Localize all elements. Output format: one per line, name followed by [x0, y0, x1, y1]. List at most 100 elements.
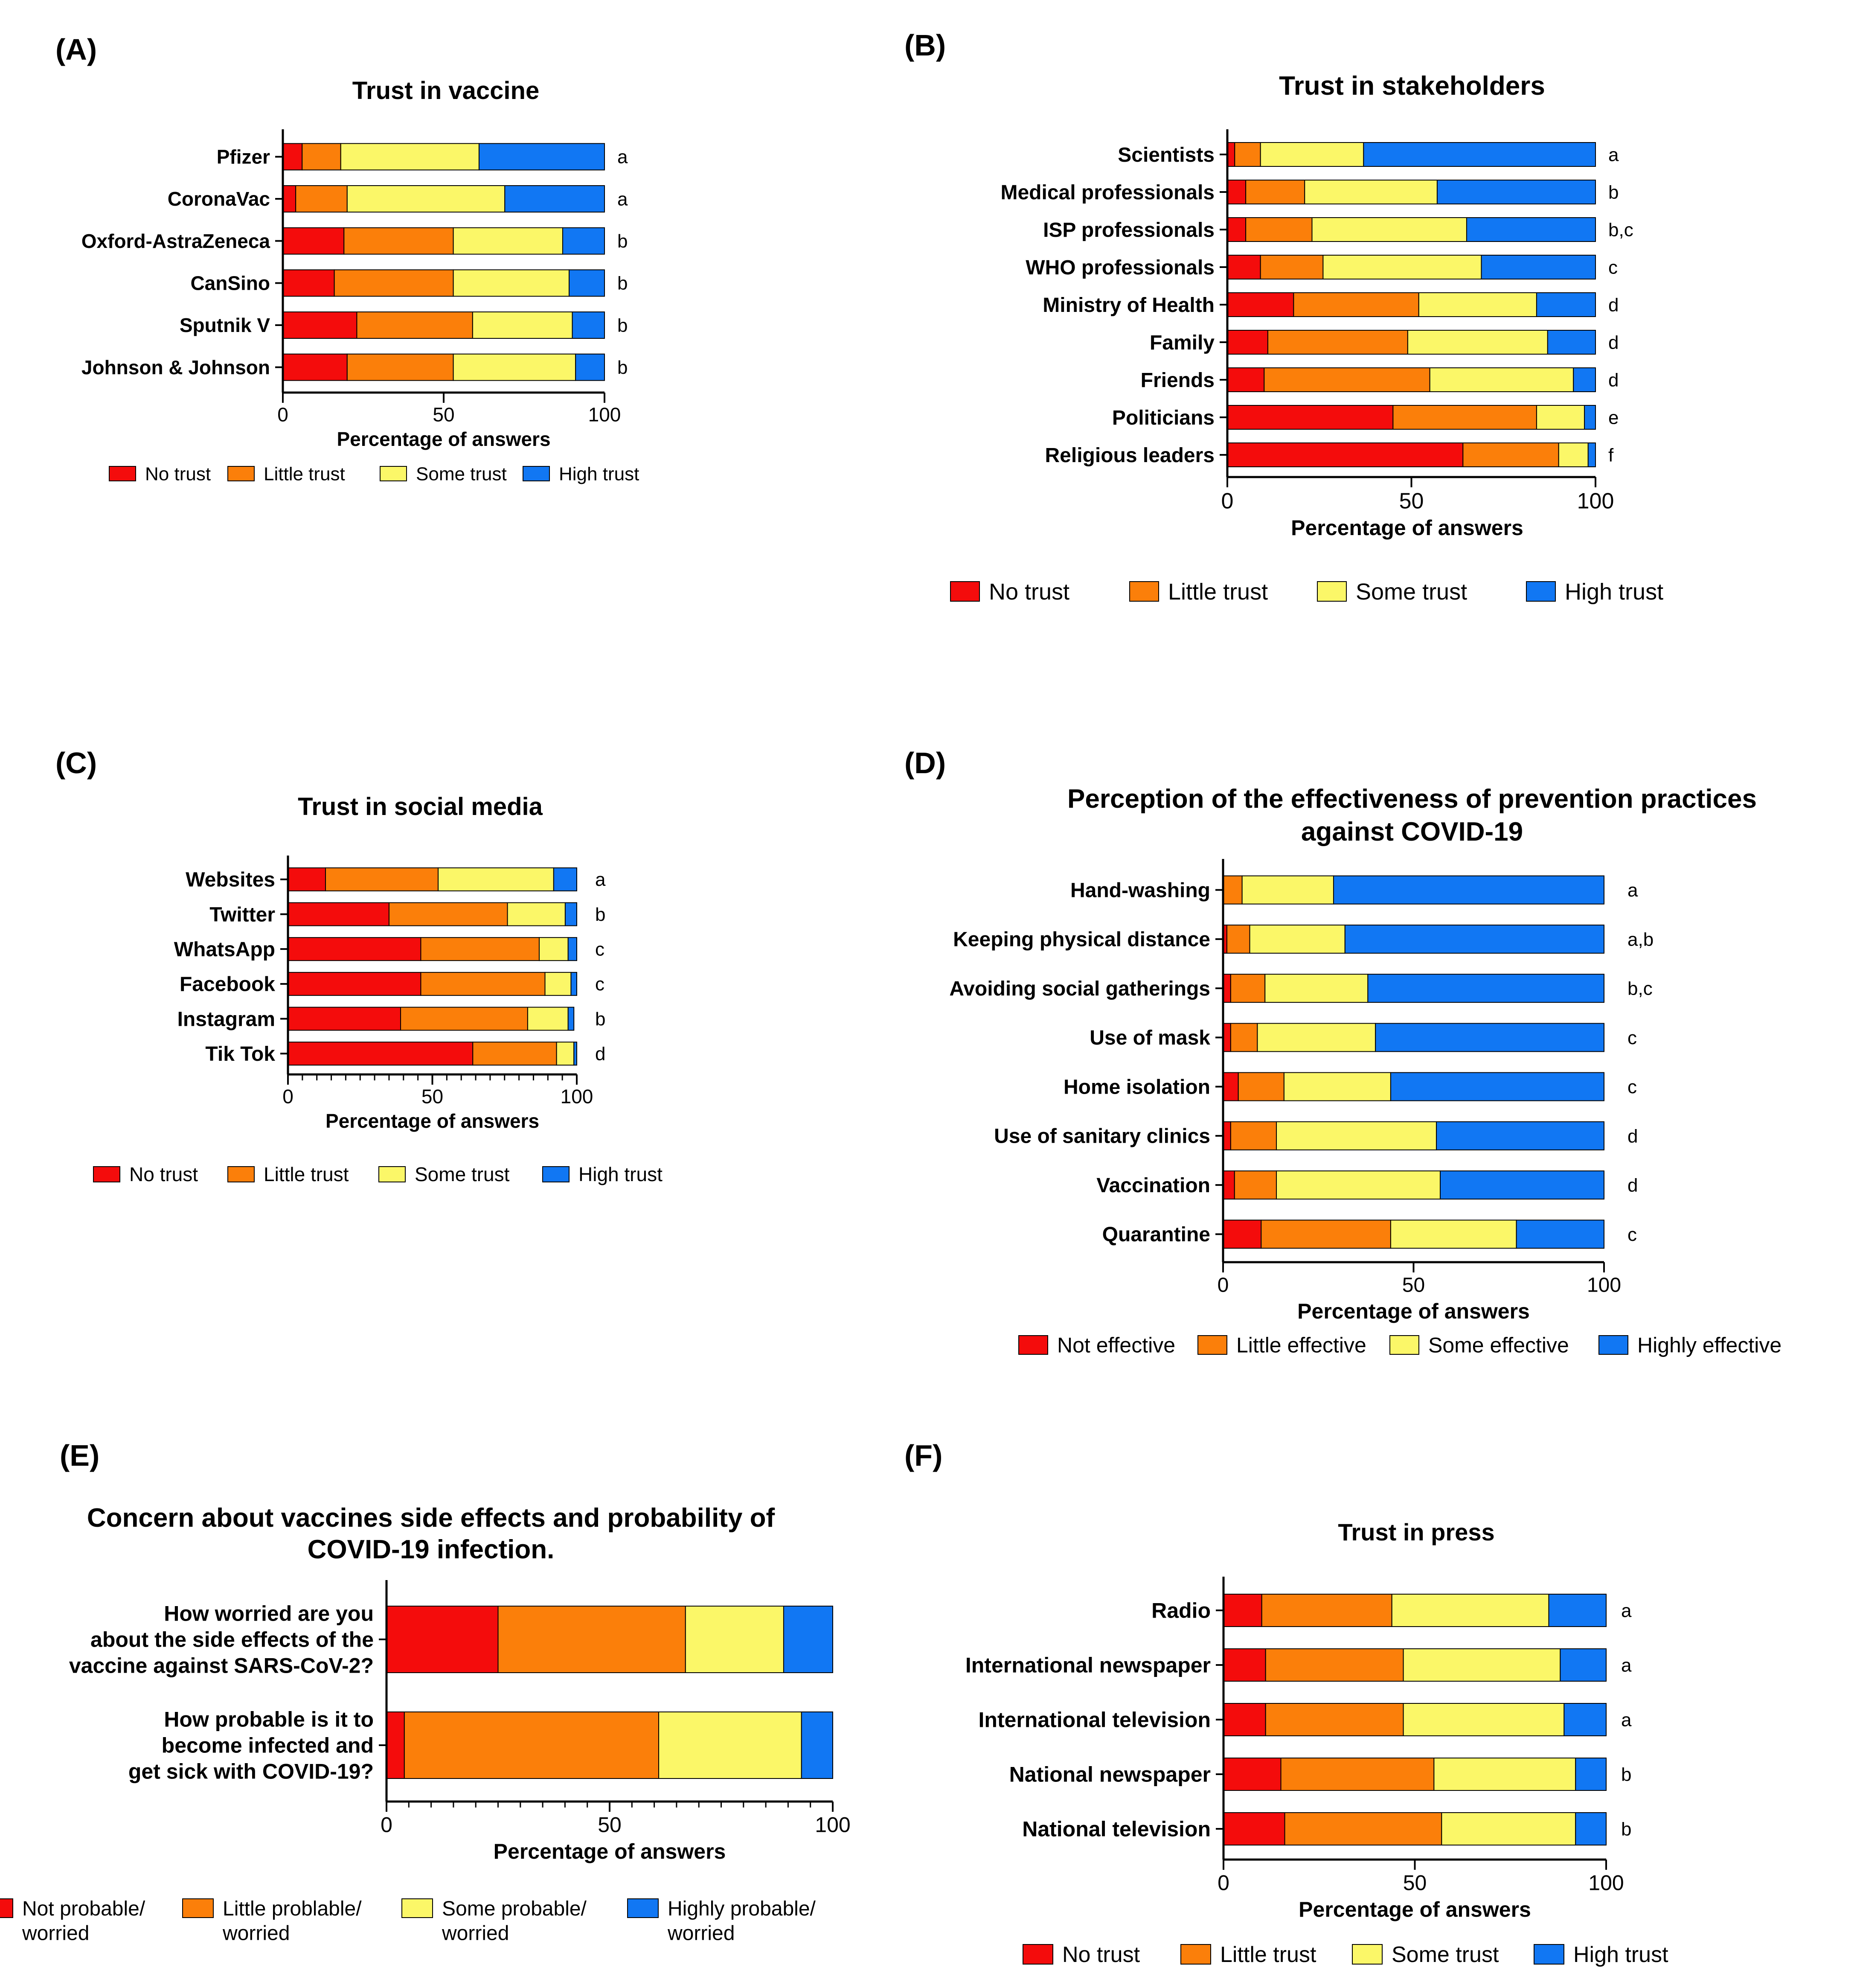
legend-label: Some trust [1392, 1942, 1499, 1967]
bar-segment [1226, 924, 1250, 954]
category-label: Scientists [1118, 144, 1215, 166]
bar-segment [1227, 180, 1247, 204]
legend-label: Some trust [415, 1163, 510, 1185]
significance-letter: b [617, 231, 628, 252]
bar-segment [497, 1606, 686, 1673]
bar-segment [1280, 1758, 1435, 1791]
legend-label: Little trust [264, 1163, 349, 1185]
legend-swatch [1197, 1335, 1227, 1355]
category-label: vaccine against SARS-CoV-2? [69, 1654, 374, 1678]
bar-segment [334, 269, 454, 297]
legend-swatch [1018, 1335, 1048, 1355]
bar-segment [1223, 1170, 1235, 1200]
bar-segment [1265, 1703, 1404, 1736]
panel-label: (C) [55, 746, 97, 780]
chart-title: COVID-19 infection. [308, 1535, 555, 1564]
bar-segment [288, 867, 326, 891]
category-label: Facebook [180, 973, 275, 996]
bar-segment [1587, 442, 1596, 467]
legend-label: Some probable/ [442, 1898, 587, 1920]
chart-title: Trust in stakeholders [1279, 71, 1545, 101]
panel-a: (A) Trust in vaccine Pfizer a CoronaVac a Oxfo… [55, 33, 639, 484]
bar-segment [544, 972, 572, 996]
bar-segment [478, 143, 605, 171]
bar-segment [1575, 1812, 1607, 1845]
legend-swatch [1526, 581, 1556, 602]
legend-swatch [378, 1166, 406, 1182]
bar-segment [1322, 255, 1482, 279]
legend-label: worried [667, 1922, 735, 1944]
bar-segment [1390, 1072, 1604, 1101]
bar-segment [1223, 1220, 1262, 1249]
significance-letter: d [1627, 1126, 1638, 1147]
bar-segment [1481, 255, 1596, 279]
legend-label: High trust [578, 1163, 663, 1185]
bar-segment [1284, 1812, 1442, 1845]
significance-letter: a [1608, 144, 1619, 165]
x-tick-label: 0 [1221, 489, 1234, 513]
bar-segment [1223, 1758, 1282, 1791]
bar-segment [386, 1711, 405, 1779]
significance-letter: d [1608, 332, 1619, 353]
x-axis-label: Percentage of answers [325, 1110, 539, 1132]
category-label: Websites [186, 869, 275, 891]
significance-letter: b [617, 315, 628, 336]
panel-b: (B) Trust in stakeholders Scientists a Medic… [904, 29, 1663, 605]
legend-swatch [1352, 1944, 1383, 1965]
category-label: How probable is it to [164, 1708, 374, 1732]
bar-segment [1227, 330, 1268, 355]
bar-segment [504, 185, 605, 212]
bar-segment [1223, 974, 1231, 1003]
bar-segment [302, 143, 341, 171]
bar-segment [1227, 442, 1464, 467]
chart-title: against COVID-19 [1301, 817, 1523, 847]
category-label: Keeping physical distance [953, 929, 1210, 951]
bar-segment [1283, 1072, 1391, 1101]
x-tick-label: 50 [421, 1086, 443, 1108]
bar-segment [1436, 1121, 1605, 1150]
legend-swatch [93, 1166, 120, 1182]
bar-segment [1573, 367, 1596, 392]
bar-segment [507, 902, 566, 926]
legend-swatch [380, 466, 407, 481]
legend-label: Little effective [1236, 1333, 1366, 1357]
category-label: Avoiding social gatherings [949, 978, 1210, 1000]
legend-label: Some effective [1428, 1333, 1569, 1357]
legend-label: No trust [1062, 1942, 1140, 1967]
bar-segment [1407, 330, 1548, 355]
bar-segment [1293, 292, 1419, 317]
category-label: Instagram [177, 1008, 275, 1030]
bar-segment [570, 972, 577, 996]
bar-segment [1234, 1170, 1277, 1200]
bar-segment [1584, 405, 1596, 430]
significance-letter: a [617, 189, 628, 210]
x-axis-label: Percentage of answers [337, 428, 550, 450]
bar-segment [1223, 1648, 1266, 1682]
legend-swatch [1180, 1944, 1211, 1965]
bar-segment [1466, 217, 1596, 242]
legend-label: Little trust [1220, 1942, 1316, 1967]
legend-label: Highly effective [1637, 1333, 1781, 1357]
bar-segment [1230, 1023, 1258, 1052]
panel-c: (C) Trust in social media Websites a Twitter… [55, 746, 663, 1185]
significance-letter: b [617, 357, 628, 378]
bar-segment [325, 867, 439, 891]
category-label: Family [1150, 332, 1215, 354]
legend-label: worried [222, 1922, 290, 1944]
bar-segment [1344, 924, 1604, 954]
x-tick-label: 50 [1399, 489, 1424, 513]
legend-label: Little trust [1168, 579, 1268, 605]
bar-segment [1245, 180, 1305, 204]
bar-segment [1436, 180, 1596, 204]
category-label: CanSino [190, 272, 270, 294]
bar-segment [1230, 1121, 1277, 1150]
bar-segment [1260, 142, 1364, 167]
legend-label: High trust [1565, 579, 1663, 605]
panel-f: (F) Trust in press Radio a International new… [904, 1439, 1668, 1967]
bar-segment [1418, 292, 1537, 317]
bar-segment [1403, 1703, 1565, 1736]
bar-segment [282, 311, 357, 339]
x-axis-label: Percentage of answers [1297, 1299, 1530, 1323]
bar-segment [1261, 1594, 1392, 1627]
significance-letter: d [595, 1044, 605, 1065]
